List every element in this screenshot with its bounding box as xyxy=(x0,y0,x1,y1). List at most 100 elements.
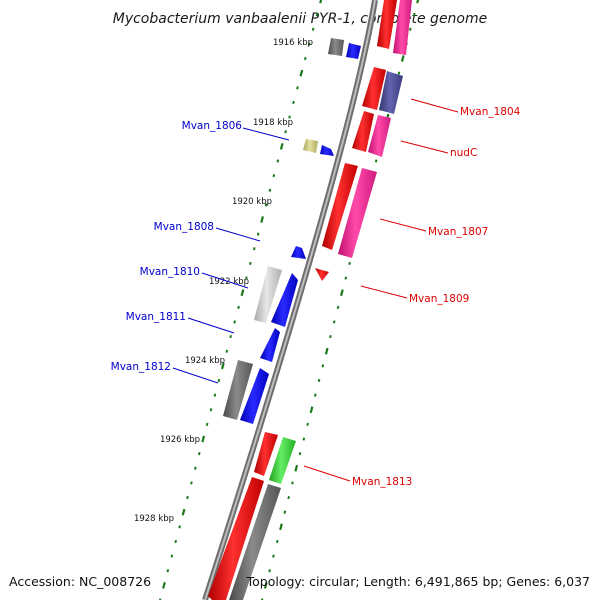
gc-dot xyxy=(268,569,271,573)
cds-forward[interactable] xyxy=(208,477,264,600)
gc-dot xyxy=(329,334,332,339)
gene-features xyxy=(208,0,412,600)
gc-dot xyxy=(233,320,236,324)
gene-label-mvan-1812[interactable]: Mvan_1812 xyxy=(111,361,171,373)
genome-backbone-highlight xyxy=(204,0,376,600)
left-gene-labels: Mvan_1806 Mvan_1808 Mvan_1810 Mvan_1811 … xyxy=(111,120,290,384)
leader-line xyxy=(379,218,427,232)
cds-olive[interactable] xyxy=(303,139,318,153)
gc-dot xyxy=(256,232,260,236)
gc-dot xyxy=(291,481,294,485)
gc-dot xyxy=(321,364,325,368)
gc-dot xyxy=(344,276,348,280)
leader-line xyxy=(201,272,249,289)
gc-dot xyxy=(302,437,306,441)
leader-line xyxy=(242,127,290,141)
gene-label-nudc[interactable]: nudC xyxy=(450,147,477,159)
tick-label: 1928 kbp xyxy=(134,514,174,524)
cds-reverse-arrow[interactable] xyxy=(320,145,334,156)
gc-dot xyxy=(252,247,256,251)
gc-dot xyxy=(263,582,268,589)
gc-dot xyxy=(268,188,272,192)
gc-dot xyxy=(162,582,166,589)
gc-dot xyxy=(264,203,268,207)
cds-magenta[interactable] xyxy=(393,0,412,55)
gc-dot xyxy=(181,508,186,516)
cds-purple[interactable] xyxy=(379,71,403,114)
cds-gray[interactable] xyxy=(328,38,344,56)
gc-dot xyxy=(409,27,412,31)
leader-line xyxy=(400,140,449,154)
gene-label-mvan-1809[interactable]: Mvan_1809 xyxy=(409,293,469,305)
cds-forward[interactable] xyxy=(322,163,358,250)
gc-dot xyxy=(412,13,416,17)
gc-dot xyxy=(217,378,221,383)
cds-reverse-arrow[interactable] xyxy=(260,328,280,362)
gc-dot xyxy=(279,523,283,531)
map-title: Mycobacterium vanbaalenii PYR-1, complet… xyxy=(113,11,488,27)
gc-dot xyxy=(240,289,245,297)
cds-gray[interactable] xyxy=(223,360,253,420)
gene-label-mvan-1804[interactable]: Mvan_1804 xyxy=(460,106,521,118)
gc-dot xyxy=(416,0,420,4)
gc-dot xyxy=(294,464,299,472)
gc-dot xyxy=(229,334,232,339)
gene-label-mvan-1807[interactable]: Mvan_1807 xyxy=(428,226,488,238)
gc-dot xyxy=(397,71,401,75)
gc-dot xyxy=(260,216,264,223)
gc-dot xyxy=(336,305,340,309)
cds-magenta[interactable] xyxy=(338,168,377,258)
cds-reverse-arrow[interactable] xyxy=(291,246,306,259)
gc-dot xyxy=(315,13,319,17)
gc-dot xyxy=(400,55,405,62)
gene-label-mvan-1810[interactable]: Mvan_1810 xyxy=(140,266,200,278)
cds-reverse-arrow[interactable] xyxy=(271,273,298,327)
gc-dot xyxy=(260,598,264,600)
cds-forward[interactable] xyxy=(362,67,386,110)
cds-light-gray[interactable] xyxy=(254,266,282,323)
gene-label-mvan-1806[interactable]: Mvan_1806 xyxy=(182,120,243,132)
cds-gray[interactable] xyxy=(229,484,281,600)
gc-dot xyxy=(296,86,299,90)
gc-dot xyxy=(287,495,290,500)
gc-dot xyxy=(348,261,351,266)
genome-summary: Topology: circular; Length: 6,491,865 bp… xyxy=(246,574,590,589)
gc-dot xyxy=(311,27,315,31)
gc-dot xyxy=(194,466,197,470)
cds-forward[interactable] xyxy=(254,432,278,476)
cds-forward[interactable] xyxy=(315,268,329,281)
leader-line xyxy=(303,465,351,482)
accession-label: Accession: NC_008726 xyxy=(9,574,151,589)
cds-reverse-arrow[interactable] xyxy=(240,368,269,424)
cds-magenta[interactable] xyxy=(368,115,391,157)
gene-label-mvan-1813[interactable]: Mvan_1813 xyxy=(352,476,412,488)
gc-dot xyxy=(178,525,181,529)
leader-line xyxy=(360,285,408,299)
gc-dot xyxy=(225,349,229,353)
cds-green[interactable] xyxy=(269,437,296,484)
gc-dot xyxy=(303,56,307,61)
gc-dot xyxy=(299,69,304,77)
gc-dot xyxy=(324,347,329,355)
gc-dot xyxy=(272,174,276,178)
gene-label-mvan-1811[interactable]: Mvan_1811 xyxy=(126,311,186,323)
cds-forward[interactable] xyxy=(377,0,397,49)
tick-label: 1918 kbp xyxy=(253,118,293,128)
gc-dot xyxy=(237,305,240,309)
cds-reverse-arrow[interactable] xyxy=(346,43,361,59)
gene-label-mvan-1808[interactable]: Mvan_1808 xyxy=(154,221,214,233)
gc-dot xyxy=(170,554,174,558)
gc-dot xyxy=(213,393,217,397)
gc-skew-dotted-tracks xyxy=(158,0,420,600)
gc-dot xyxy=(306,422,309,426)
cds-forward[interactable] xyxy=(352,111,374,152)
gc-dot xyxy=(276,159,280,163)
gc-dot xyxy=(245,276,248,280)
gc-dot xyxy=(307,42,311,46)
leader-line xyxy=(410,98,459,113)
gc-dot xyxy=(332,320,336,324)
gc-dot xyxy=(319,0,323,4)
leader-line xyxy=(215,227,261,242)
